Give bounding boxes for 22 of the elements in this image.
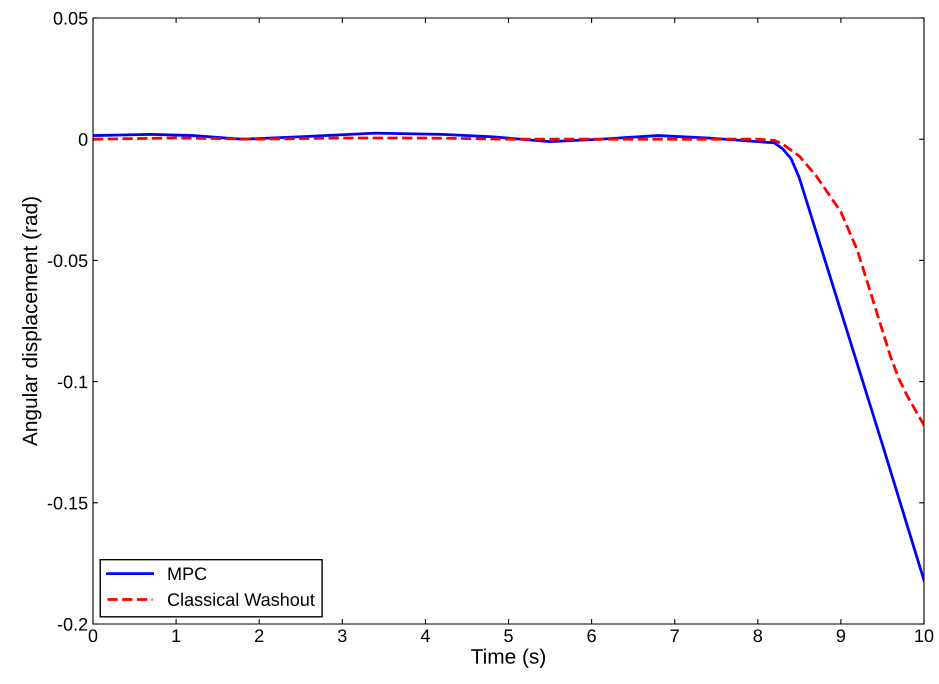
line-series xyxy=(93,136,924,427)
legend-label: Classical Washout xyxy=(168,592,315,606)
y-tick-label: -0.15 xyxy=(48,496,88,510)
y-tick-label: -0.05 xyxy=(48,254,88,268)
x-tick-label: 8 xyxy=(754,629,762,642)
x-tick-label: 1 xyxy=(172,630,180,642)
y-tick-label: 0 xyxy=(78,133,88,146)
x-tick-label: 7 xyxy=(670,630,679,642)
y-tick-label: -0.1 xyxy=(58,376,88,388)
x-tick-label: 9 xyxy=(836,629,846,642)
x-tick-label: 4 xyxy=(420,630,430,642)
x-tick-label: 3 xyxy=(338,629,347,642)
y-tick-label: 0.05 xyxy=(54,12,88,25)
x-axis-title: Time (s) xyxy=(471,648,546,668)
y-tick-label: -0.2 xyxy=(58,618,88,631)
x-tick-label: 0 xyxy=(88,629,98,642)
x-tick-label: 10 xyxy=(915,629,934,642)
y-axis-title: Angular displacement (rad) xyxy=(22,197,42,446)
x-tick-label: 5 xyxy=(504,630,513,642)
x-tick-label: 6 xyxy=(587,629,596,642)
x-tick-label: 2 xyxy=(255,629,264,642)
legend-label: MPC xyxy=(168,567,206,580)
